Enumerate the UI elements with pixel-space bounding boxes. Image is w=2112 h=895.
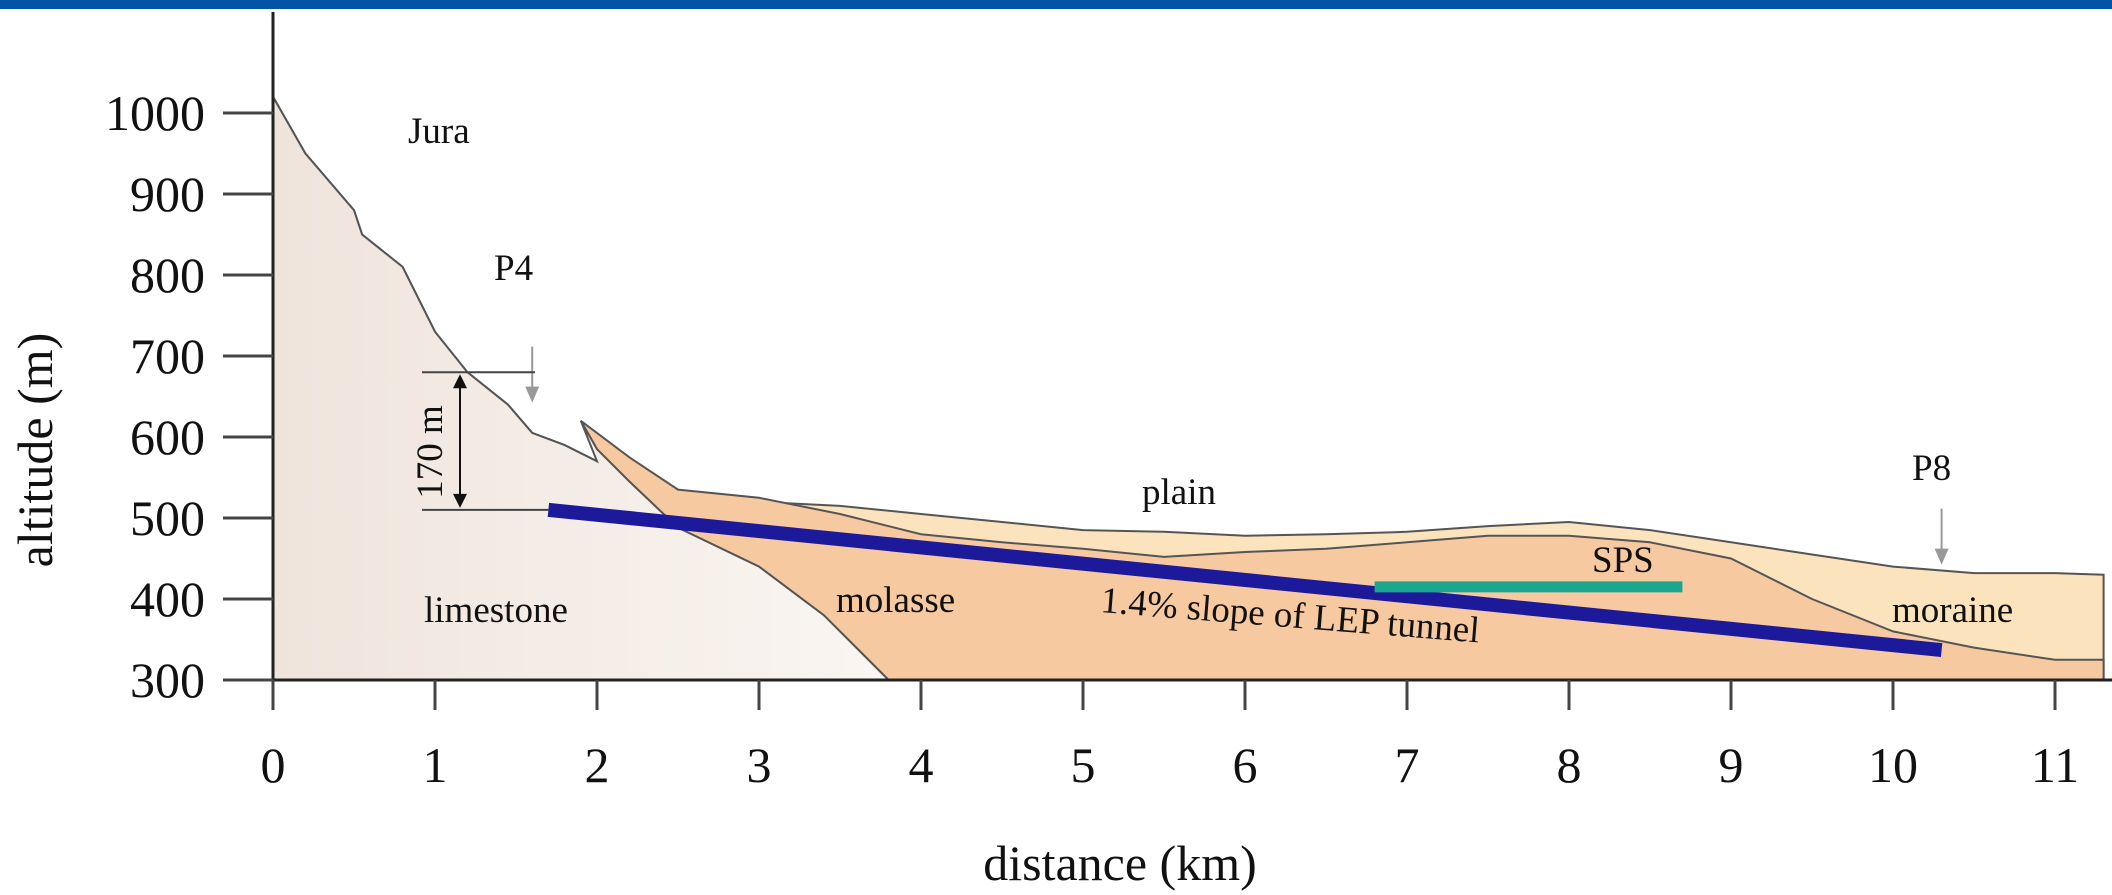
x-tick-label: 3 xyxy=(747,737,772,793)
p8-label: P8 xyxy=(1912,448,1951,489)
marker-arrow-p4 xyxy=(525,346,540,403)
x-tick-label: 10 xyxy=(1868,737,1918,793)
limestone-label: limestone xyxy=(424,590,568,631)
y-tick-label: 300 xyxy=(130,652,205,708)
depth-arrow-head-top xyxy=(453,374,467,389)
y-tick-label: 400 xyxy=(130,571,205,627)
x-tick-label: 2 xyxy=(585,737,610,793)
x-tick-label: 7 xyxy=(1395,737,1420,793)
arrow-head xyxy=(1934,548,1949,565)
top-accent-bar xyxy=(0,0,2112,9)
y-tick-label: 1000 xyxy=(105,85,205,141)
x-tick-label: 11 xyxy=(2031,737,2079,793)
depth-label: 170 m xyxy=(410,405,451,499)
jura-label: Jura xyxy=(408,111,470,152)
molasse-label: molasse xyxy=(836,580,955,621)
x-tick-label: 0 xyxy=(261,737,286,793)
y-tick-label: 800 xyxy=(130,247,205,303)
x-tick-label: 1 xyxy=(423,737,448,793)
x-tick-label: 9 xyxy=(1719,737,1744,793)
p4-label: P4 xyxy=(494,248,533,289)
x-tick-label: 5 xyxy=(1071,737,1096,793)
y-tick-label: 500 xyxy=(130,490,205,546)
sps-label: SPS xyxy=(1592,540,1654,581)
x-tick-label: 4 xyxy=(909,737,934,793)
marker-arrow-p8 xyxy=(1934,508,1949,565)
lep-tunnel-line xyxy=(547,502,1943,657)
x-tick-label: 8 xyxy=(1557,737,1582,793)
x-tick-label: 6 xyxy=(1233,737,1258,793)
moraine-label: moraine xyxy=(1892,590,2013,631)
axes: 300 400 500 600 700 800 900 1000 0 1 2 3 4 5 6 7 8 9 10 11 xyxy=(105,12,2112,793)
depth-arrow-head-bottom xyxy=(453,493,467,508)
limestone-layer xyxy=(272,93,892,681)
x-axis-title: distance (km) xyxy=(983,835,1257,891)
plain-label: plain xyxy=(1142,472,1216,513)
y-axis-title: altitude (m) xyxy=(7,333,63,568)
arrow-head xyxy=(525,386,540,403)
y-tick-label: 900 xyxy=(130,166,205,222)
y-tick-label: 600 xyxy=(130,409,205,465)
geology-layers xyxy=(272,93,2105,681)
y-tick-label: 700 xyxy=(130,328,205,384)
